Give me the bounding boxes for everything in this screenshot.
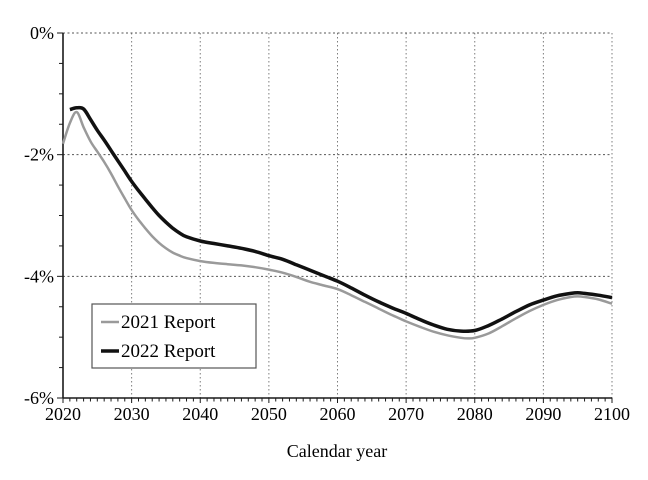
- legend-label-2021: 2021 Report: [121, 312, 216, 333]
- legend-entry-2022: 2022 Report: [101, 341, 216, 362]
- y-tick-label: -2%: [24, 145, 54, 165]
- legend-box: 2021 Report 2022 Report: [91, 303, 257, 369]
- x-tick-label: 2090: [525, 404, 561, 424]
- legend-entry-2021: 2021 Report: [101, 312, 216, 333]
- x-tick-label: 2040: [182, 404, 218, 424]
- x-tick-label: 2060: [320, 404, 356, 424]
- x-tick-label: 2030: [114, 404, 150, 424]
- x-tick-label: 2020: [45, 404, 81, 424]
- x-tick-label: 2050: [251, 404, 287, 424]
- series-2021-report-line: [61, 110, 613, 340]
- x-tick-label: 2080: [457, 404, 493, 424]
- x-axis-tick-labels: 2020 2030 2040 2050 2060 2070 2080 2090 2100: [45, 404, 630, 424]
- legend-label-2022: 2022 Report: [121, 341, 216, 362]
- x-axis-title: Calendar year: [287, 441, 387, 461]
- legend-border: [91, 303, 257, 369]
- x-tick-label: 2070: [388, 404, 424, 424]
- series-2022-report-line: [69, 105, 613, 333]
- y-tick-label: -6%: [24, 388, 54, 408]
- x-tick-label: 2100: [594, 404, 630, 424]
- y-tick-label: 0%: [30, 23, 54, 43]
- y-axis-tick-labels: 0% -2% -4% -6%: [24, 23, 54, 408]
- y-tick-label: -4%: [24, 266, 54, 286]
